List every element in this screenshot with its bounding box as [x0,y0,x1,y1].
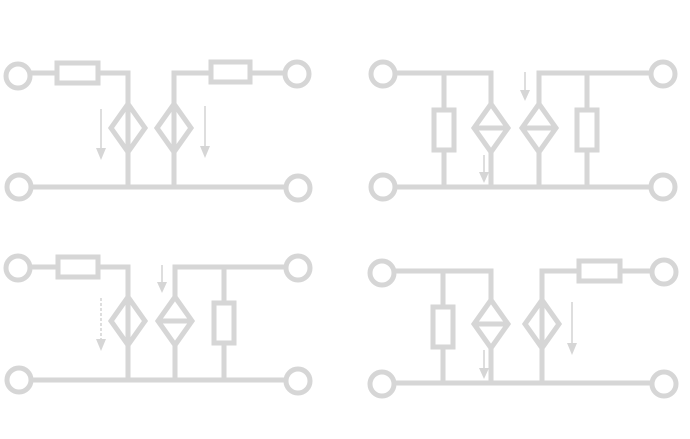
terminal-top-left [367,258,397,288]
series-resistor-right [208,59,253,85]
terminal-bottom-left [367,369,397,399]
terminal-top-right [649,257,679,287]
dependent-current-source-right [521,295,563,353]
circuit-top-right [368,59,678,202]
dependent-current-source-left [470,99,512,157]
terminal-top-left [3,253,33,283]
terminal-top-right [648,59,678,89]
terminal-bottom-right [283,366,313,396]
dependent-current-source-right [153,99,195,157]
shunt-resistor-left [431,107,457,153]
top-wire-left [395,70,494,104]
current-arrow-right [200,106,210,158]
dependent-current-source-left [470,295,512,353]
terminal-bottom-left [368,172,398,202]
top-wire-right [172,264,286,297]
current-arrow-left [479,155,489,183]
current-arrow-right [567,302,577,355]
terminal-bottom-right [283,173,313,203]
terminal-bottom-left [4,172,34,202]
dependent-current-source-left [107,292,149,350]
shunt-resistor-left [430,304,456,350]
shunt-resistor-right [211,300,237,346]
circuit-bottom-right [367,257,679,399]
current-arrow-left [96,298,106,351]
current-arrow-right [520,72,530,101]
current-arrow-left [96,109,106,160]
series-resistor-right [576,258,623,284]
top-wire-right [539,268,652,300]
dependent-current-source-left [107,99,149,157]
circuit-top-left [3,59,313,203]
shunt-resistor-right [574,107,600,153]
top-wire-left [30,264,131,297]
terminal-top-left [368,59,398,89]
dependent-current-source-right [154,292,196,350]
current-arrow-right [157,265,167,293]
terminal-bottom-right [649,369,679,399]
top-wire-left [30,70,131,104]
top-wire-right [171,70,285,104]
dependent-current-source-right [518,99,560,157]
terminal-top-right [282,59,312,89]
terminal-top-right [283,253,313,283]
top-wire-left [394,268,494,300]
terminal-bottom-left [4,365,34,395]
series-resistor-left [55,254,101,280]
series-resistor-left [54,60,101,86]
terminal-top-left [3,61,33,91]
top-wire-right [536,70,651,104]
terminal-bottom-right [648,172,678,202]
circuit-bottom-left [3,253,313,396]
current-arrow-left [479,350,489,379]
